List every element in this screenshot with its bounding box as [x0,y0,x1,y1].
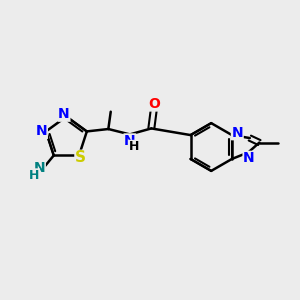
Text: S: S [75,150,86,165]
Text: N: N [34,161,45,175]
Text: N: N [58,107,70,121]
Text: N: N [36,124,47,138]
Text: N: N [243,152,255,165]
Text: N: N [232,126,243,140]
Text: O: O [148,97,160,111]
Text: H: H [29,169,39,182]
Text: N: N [124,134,136,148]
Text: H: H [129,140,140,153]
